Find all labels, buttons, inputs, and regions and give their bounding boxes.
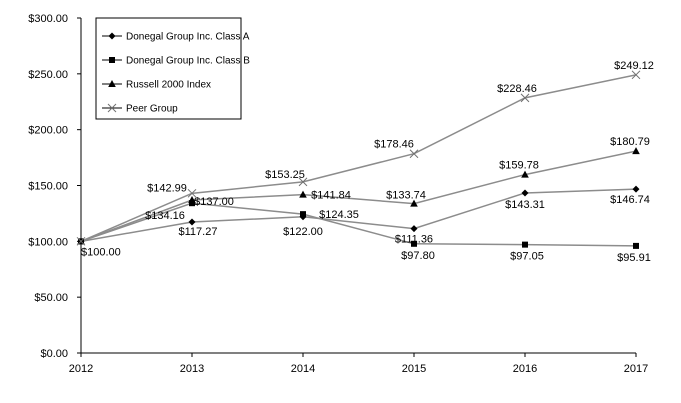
legend-item: Donegal Group Inc. Class A: [102, 32, 250, 43]
x-tick-label: 2016: [513, 363, 537, 375]
series-line-2: [80, 202, 637, 247]
series-3-point: [632, 147, 640, 155]
data-label: $97.80: [401, 250, 435, 262]
series-markers: [76, 70, 641, 249]
data-label: $146.74: [610, 194, 650, 206]
x-tick-label: 2015: [402, 363, 426, 375]
series-line-4: [80, 74, 637, 243]
series-3-point: [188, 196, 196, 204]
series-3-point: [410, 199, 418, 207]
series-3-point: [521, 170, 529, 178]
data-label: $143.31: [505, 199, 545, 211]
data-label: $153.25: [265, 169, 305, 181]
series-1-point: [521, 189, 529, 197]
x-tick-label: 2013: [180, 363, 204, 375]
series-2-point: [300, 211, 306, 218]
x-tick-label: 2017: [624, 363, 648, 375]
data-label: $100.00: [81, 246, 121, 258]
series-2-point: [522, 241, 528, 248]
data-label: $137.00: [194, 196, 234, 208]
legend-marker: [108, 80, 116, 87]
legend-label: Donegal Group Inc. Class B: [126, 56, 250, 67]
x-tick-label: 2012: [69, 363, 93, 375]
data-label: $134.16: [145, 210, 185, 222]
data-label: $95.91: [617, 252, 651, 264]
data-label: $142.99: [147, 182, 187, 194]
legend: Donegal Group Inc. Class A Donegal Group …: [95, 17, 250, 120]
y-tick-label: $200.00: [28, 125, 68, 137]
data-label: $111.36: [395, 234, 433, 246]
series-2-point: [411, 240, 417, 247]
data-label: $124.35: [319, 209, 359, 221]
y-tick-label: $300.00: [28, 13, 68, 25]
series-2-point: [633, 242, 639, 249]
y-tick-label: $50.00: [34, 292, 68, 304]
legend-label: Donegal Group Inc. Class A: [126, 32, 250, 43]
series-1-point: [632, 185, 640, 193]
data-label: $133.74: [386, 190, 426, 202]
legend-item: Peer Group: [102, 104, 178, 115]
series-4-point: [520, 93, 530, 103]
data-label: $97.05: [510, 251, 544, 263]
data-label: $178.46: [374, 139, 414, 151]
series-2-point: [189, 200, 195, 207]
y-tick-label: $0.00: [40, 348, 68, 360]
series-4-point: [631, 70, 641, 80]
legend-marker: [109, 57, 115, 63]
series-1-point: [188, 218, 196, 226]
legend-marker: [108, 32, 116, 40]
series-lines: [80, 74, 637, 247]
y-tick-label: $100.00: [28, 236, 68, 248]
series-line-1: [80, 188, 637, 243]
data-label: $117.27: [179, 226, 218, 238]
y-tick-label: $150.00: [28, 181, 68, 193]
series-1-point: [410, 225, 418, 233]
series-line-3: [80, 150, 637, 243]
chart-axes: $0.00 $50.00 $100.00 $150.00 $200.00 $250.00 $…: [28, 13, 648, 375]
x-tick-label: 2014: [291, 363, 315, 375]
data-labels: $100.00 $117.27 $122.00 $111.36 $143.31 $146.…: [81, 60, 654, 264]
legend-item: Russell 2000 Index: [102, 80, 211, 91]
series-4-point: [298, 177, 308, 187]
series-4-point: [187, 188, 197, 198]
series-4-point: [409, 149, 419, 159]
legend-label: Russell 2000 Index: [126, 80, 211, 91]
legend-item: Donegal Group Inc. Class B: [102, 56, 250, 67]
series-3-point: [299, 190, 307, 198]
data-label: $180.79: [610, 136, 650, 148]
data-label: $141.84: [311, 190, 351, 202]
data-label: $249.12: [614, 60, 654, 72]
data-label: $122.00: [283, 226, 323, 238]
y-tick-label: $250.00: [28, 69, 68, 81]
legend-box: [95, 17, 242, 120]
series-4-point: [76, 236, 86, 246]
legend-marker: [107, 103, 117, 113]
data-label: $159.78: [499, 160, 539, 172]
data-label: $228.46: [497, 83, 537, 95]
legend-label: Peer Group: [126, 104, 178, 115]
